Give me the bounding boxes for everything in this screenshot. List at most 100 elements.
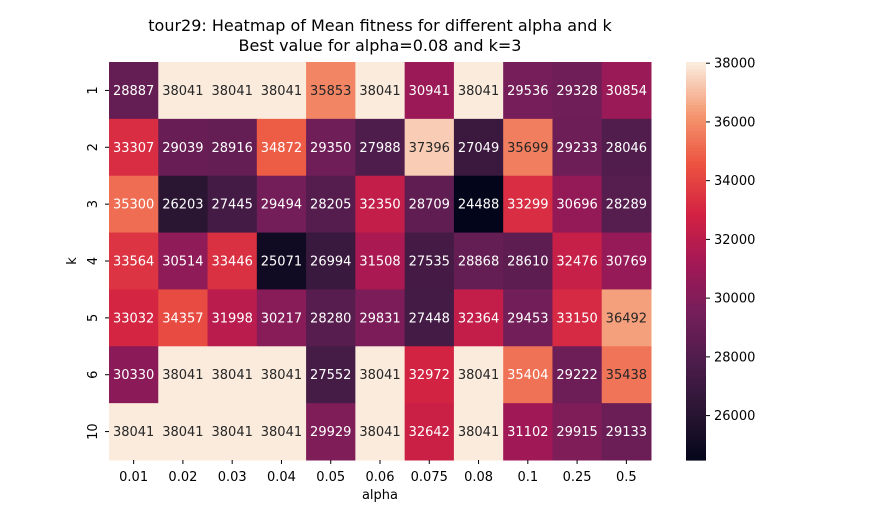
colorbar-segment (686, 98, 706, 103)
colorbar-segment (686, 347, 706, 352)
heatmap-cell (503, 175, 553, 234)
heatmap-cell (306, 232, 356, 290)
colorbar-segment (686, 330, 706, 335)
cell-value-label: 28205 (310, 198, 351, 213)
cell-value-label: 35853 (310, 84, 351, 99)
colorbar-segment (686, 214, 706, 219)
heatmap-cell (404, 118, 455, 177)
colorbar-segment (686, 373, 706, 378)
colorbar-segment (686, 400, 706, 405)
colorbar-segment (686, 95, 706, 100)
heatmap-cell (158, 346, 209, 404)
heatmap-cell (552, 403, 603, 461)
colorbar-segment (686, 194, 706, 199)
colorbar-segment (686, 353, 706, 358)
heatmap-cell (158, 62, 209, 120)
colorbar-segment (686, 327, 706, 332)
heatmap-cell (355, 118, 406, 177)
colorbar-segment (686, 85, 706, 90)
cell-value-label: 38041 (162, 425, 203, 440)
cell-value-label: 38041 (359, 425, 400, 440)
cell-value-label: 28868 (458, 255, 499, 270)
heatmap-cell (207, 346, 258, 404)
cell-value-label: 34872 (261, 141, 302, 156)
heatmap-cell (256, 118, 307, 177)
cell-value-label: 35404 (507, 368, 548, 383)
colorbar-segment (686, 188, 706, 192)
colorbar-segment (686, 154, 706, 159)
colorbar-segment (686, 88, 706, 93)
colorbar-segment (686, 138, 706, 143)
heatmap-cell (552, 118, 603, 177)
colorbar-tick-label: 34000 (714, 174, 755, 189)
colorbar-segment (686, 115, 706, 119)
colorbar-segment (686, 430, 706, 435)
colorbar-segment (686, 300, 706, 305)
colorbar-segment (686, 161, 706, 166)
cell-value-label: 27049 (458, 141, 499, 156)
heatmap-cell (453, 232, 504, 290)
heatmap-cell (503, 346, 553, 404)
heatmap-cell (256, 289, 307, 347)
colorbar-segment (686, 68, 706, 73)
heatmap-cell (256, 62, 307, 120)
colorbar-segment (686, 237, 706, 242)
colorbar-tick-label: 26000 (714, 409, 755, 424)
y-tick-label: 5 (86, 314, 101, 322)
cell-value-label: 31998 (212, 311, 253, 326)
colorbar-segment (686, 148, 706, 153)
colorbar-segment (686, 340, 706, 345)
colorbar-segment (686, 168, 706, 173)
cell-value-label: 26203 (162, 198, 203, 213)
x-tick-label: 0.02 (168, 470, 197, 485)
colorbar-segment (686, 277, 706, 282)
colorbar-segment (686, 423, 706, 428)
colorbar-segment (686, 304, 706, 309)
colorbar-tick-label: 36000 (714, 115, 755, 130)
x-tick-label: 0.075 (411, 470, 448, 485)
colorbar-segment (686, 310, 706, 315)
colorbar-tick-label: 32000 (714, 233, 755, 248)
heatmap-cell (453, 175, 504, 234)
colorbar-segment (686, 134, 706, 139)
colorbar-segment (686, 125, 706, 129)
heatmap-cell (601, 175, 652, 234)
heatmap-cell (552, 175, 603, 234)
heatmap-cell (355, 289, 406, 347)
cell-value-label: 28610 (507, 255, 548, 270)
heatmap-cell (503, 289, 553, 347)
heatmap-cell (601, 289, 652, 347)
colorbar-segment (686, 62, 706, 66)
colorbar-segment (686, 324, 706, 328)
colorbar-segment (686, 105, 706, 110)
cell-value-label: 28709 (409, 198, 450, 213)
cell-value-label: 38041 (359, 84, 400, 99)
y-axis-label: k (65, 257, 80, 265)
colorbar-segment (686, 101, 706, 106)
cell-value-label: 31508 (359, 255, 400, 270)
cell-value-label: 37396 (409, 141, 450, 156)
cell-value-label: 38041 (162, 368, 203, 383)
cell-value-label: 32476 (556, 255, 597, 270)
heatmap-cell (601, 403, 652, 461)
cell-value-label: 36492 (606, 311, 647, 326)
colorbar-segment (686, 204, 706, 209)
cell-value-label: 38041 (212, 368, 253, 383)
colorbar-segment (686, 350, 706, 355)
cell-value-label: 38041 (113, 425, 154, 440)
y-tick-label: 3 (86, 200, 101, 208)
heatmap-cell (503, 62, 553, 120)
colorbar-segment (686, 184, 706, 189)
colorbar-segment (686, 314, 706, 318)
heatmap-cell (404, 346, 455, 404)
colorbar-segment (686, 390, 706, 395)
cell-value-label: 38041 (212, 425, 253, 440)
x-tick-label: 0.1 (517, 470, 538, 485)
heatmap-cell (453, 289, 504, 347)
cell-value-label: 24488 (458, 198, 499, 213)
colorbar-segment (686, 433, 706, 438)
cell-value-label: 38041 (458, 84, 499, 99)
colorbar-segment (686, 78, 706, 83)
cell-value-label: 29831 (359, 311, 400, 326)
